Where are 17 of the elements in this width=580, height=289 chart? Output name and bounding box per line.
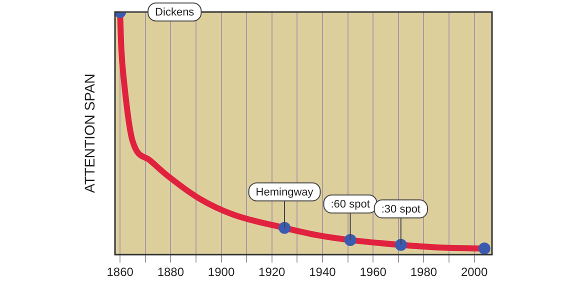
x-tick-label: 1940 (309, 265, 336, 280)
x-tick-label: 1980 (410, 265, 438, 280)
x-tick-label: 2000 (460, 265, 488, 280)
annotation: Dickens (155, 6, 195, 19)
x-tick-label: 1920 (258, 265, 286, 280)
annotation: :60 spot (330, 198, 370, 211)
point (278, 222, 291, 234)
y-axis-title: ATTENTION SPAN (81, 74, 98, 193)
x-tick-label: 1880 (157, 265, 184, 280)
annotation: Hemingway (256, 186, 314, 198)
x-tick-label: 1960 (360, 265, 387, 280)
x-tick-label: 1900 (208, 265, 235, 280)
point (344, 234, 356, 246)
point (478, 242, 490, 255)
x-tick-label: 1860 (106, 265, 134, 280)
annotation: :30 spot (381, 203, 420, 216)
point (394, 238, 407, 251)
